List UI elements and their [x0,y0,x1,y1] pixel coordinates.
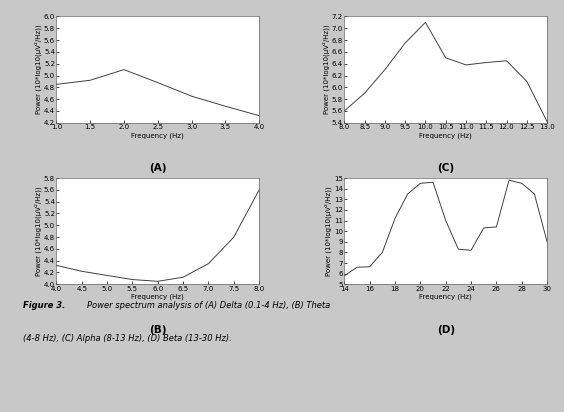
X-axis label: Frequency (Hz): Frequency (Hz) [419,132,472,139]
Text: (A): (A) [149,163,166,173]
Text: (C): (C) [437,163,454,173]
Y-axis label: Power (10*log10(μV²/Hz)): Power (10*log10(μV²/Hz)) [34,186,42,276]
Text: (4-8 Hz), (C) Alpha (8-13 Hz), (D) Beta (13-30 Hz).: (4-8 Hz), (C) Alpha (8-13 Hz), (D) Beta … [23,334,231,343]
Text: (D): (D) [437,325,455,335]
Text: Power spectrum analysis of (A) Delta (0.1-4 Hz), (B) Theta: Power spectrum analysis of (A) Delta (0.… [87,301,331,310]
Y-axis label: Power (10*log10(μV²/Hz)): Power (10*log10(μV²/Hz)) [34,25,42,115]
Text: Figure 3.: Figure 3. [23,301,65,310]
Text: (B): (B) [149,325,166,335]
Y-axis label: Power (10*log10(μV²/Hz)): Power (10*log10(μV²/Hz)) [322,25,329,115]
X-axis label: Frequency (Hz): Frequency (Hz) [419,294,472,300]
X-axis label: Frequency (Hz): Frequency (Hz) [131,132,184,139]
X-axis label: Frequency (Hz): Frequency (Hz) [131,294,184,300]
Y-axis label: Power (10*log10(μV²/Hz)): Power (10*log10(μV²/Hz)) [324,186,332,276]
